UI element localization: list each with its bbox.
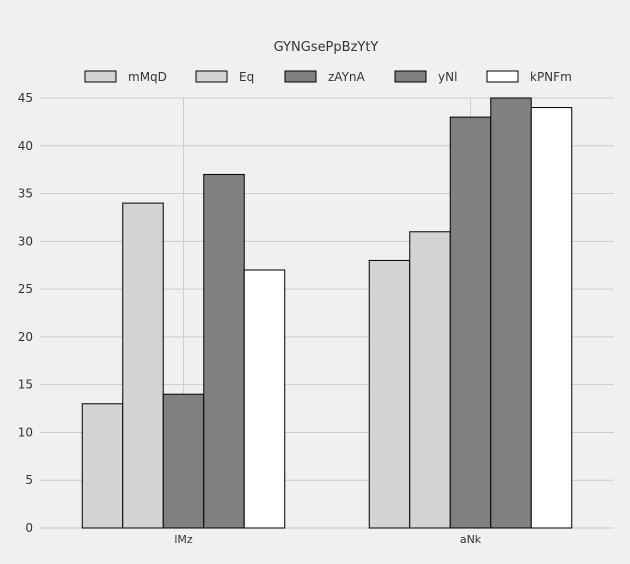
legend-swatch-mMqD [84,70,117,83]
bar-kPNFm-aNk [530,107,573,529]
bar-yNl-lMz [203,173,245,529]
y-tick-label: 45 [18,91,33,105]
legend-swatch-yNl [394,70,427,83]
y-tick-label: 35 [18,187,33,201]
bar-yNl-aNk [490,97,532,529]
y-tick-label: 0 [25,521,33,535]
bar-Eq-aNk [409,231,451,529]
bar-mMqD-lMz [81,403,124,529]
legend: mMqD Eq zAYnA yNl kPNFm [84,70,572,84]
legend-label-Eq: Eq [239,70,254,84]
x-tick-label: lMz [174,533,193,546]
legend-label-zAYnA: zAYnA [328,70,366,84]
bar-zAYnA-aNk [449,116,492,529]
chart-title: GYNGsePpBzYtY [274,40,379,55]
legend-swatch-zAYnA [284,70,317,83]
bar-Eq-lMz [122,202,164,529]
y-tick-label: 5 [25,473,33,487]
bars [81,97,573,529]
bar-mMqD-aNk [368,259,411,529]
legend-swatch-kPNFm [486,70,519,83]
y-tick-label: 25 [18,282,33,296]
y-tick-label: 15 [18,378,33,392]
legend-label-kPNFm: kPNFm [530,70,572,84]
x-tick-label: aNk [460,533,482,546]
bar-kPNFm-lMz [243,269,286,529]
x-axis: lMz aNk [174,533,481,546]
y-tick-label: 10 [18,425,33,439]
bar-zAYnA-lMz [162,393,205,529]
legend-swatch-Eq [195,70,228,83]
legend-label-yNl: yNl [438,70,457,84]
y-tick-label: 20 [18,330,33,344]
y-tick-label: 30 [18,234,33,248]
y-tick-label: 40 [18,139,33,153]
legend-label-mMqD: mMqD [128,70,167,84]
y-axis: 0 5 10 15 20 25 30 35 40 45 [18,91,33,535]
